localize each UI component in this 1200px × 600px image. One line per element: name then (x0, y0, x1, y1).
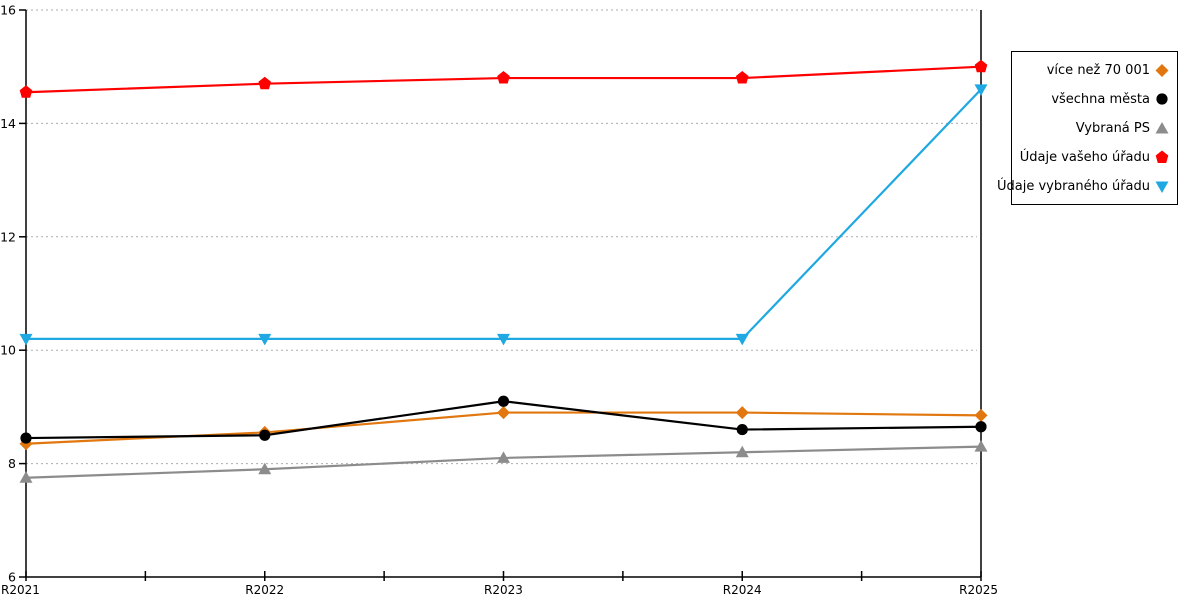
y-tick-label: 14 (0, 116, 16, 131)
circle-legend-marker-icon (1156, 93, 1168, 105)
data-point-marker (975, 421, 987, 433)
pentagon-legend-marker-icon (1155, 150, 1169, 163)
legend-item: Údaje vybraného úřadu (997, 172, 1177, 201)
legend-item: Údaje vašeho úřadu (1012, 143, 1177, 172)
data-point-marker (19, 471, 33, 483)
data-point-marker (497, 71, 510, 84)
y-tick-label: 12 (0, 229, 16, 244)
data-point-marker (735, 333, 749, 346)
data-point-marker (19, 85, 33, 98)
legend-item-label: Údaje vašeho úřadu (1019, 149, 1150, 165)
series-vsechna-mesta (20, 395, 987, 444)
data-point-marker (974, 408, 988, 422)
data-point-marker (258, 462, 272, 475)
legend-item: Vybraná PS (1012, 114, 1177, 143)
data-point-marker (974, 59, 988, 73)
data-point-marker (735, 71, 749, 84)
legend-item: více než 70 001 (1012, 56, 1177, 85)
x-tick-label: R2023 (484, 583, 523, 597)
diamond-legend-marker-icon (1155, 64, 1169, 77)
legend: více než 70 001 všechna města Vybraná PS Úd… (997, 51, 1178, 205)
triangle-up-legend-marker-icon (1155, 122, 1169, 134)
data-point-marker (497, 395, 510, 407)
y-tick-label: 6 (8, 570, 16, 585)
data-point-marker (974, 440, 988, 452)
y-tick-label: 10 (0, 343, 16, 358)
data-point-marker (258, 76, 272, 90)
data-point-marker (735, 445, 749, 458)
x-tick-label: R2022 (245, 583, 284, 597)
data-point-marker (20, 432, 32, 444)
data-point-marker (19, 333, 33, 346)
data-point-marker (735, 406, 749, 420)
data-point-marker (258, 333, 272, 346)
data-point-marker (736, 423, 748, 436)
legend-item-label: více než 70 001 (1046, 62, 1150, 78)
series-line (26, 88, 982, 340)
x-tick-label: R2021 (1, 583, 40, 597)
x-tick-label: R2025 (959, 583, 998, 597)
triangle-down-legend-marker-icon (1155, 181, 1169, 193)
legend-item: všechna města (1012, 85, 1177, 114)
series-vybrana-ps (19, 440, 988, 483)
legend-item-label: všechna města (1051, 91, 1150, 107)
data-point-marker (974, 84, 988, 96)
data-point-marker (259, 429, 271, 441)
legend-item-label: Údaje vybraného úřadu (996, 178, 1150, 194)
data-point-marker (497, 451, 510, 463)
series-udaje-vaseho-uradu (19, 59, 988, 98)
y-tick-label: 16 (0, 3, 16, 18)
data-point-marker (497, 333, 510, 346)
legend-item-label: Vybraná PS (1075, 120, 1150, 136)
series-udaje-vybraneho-uradu (19, 84, 988, 346)
y-tick-label: 8 (8, 456, 16, 471)
x-tick-label: R2024 (723, 583, 762, 597)
data-point-marker (497, 406, 510, 420)
